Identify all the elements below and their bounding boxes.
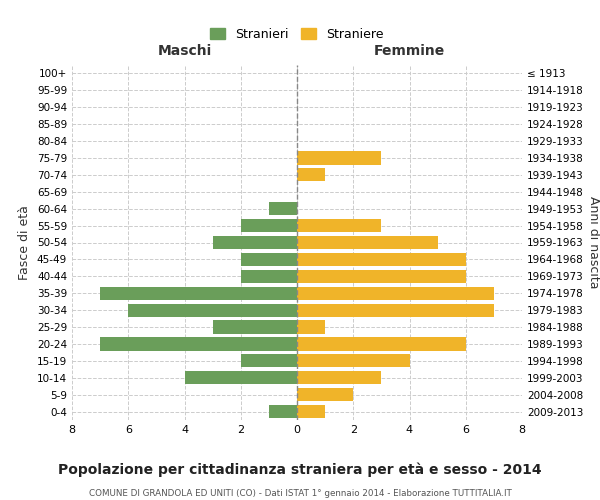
Bar — [297, 236, 437, 249]
Bar — [297, 304, 494, 316]
Y-axis label: Anni di nascita: Anni di nascita — [587, 196, 600, 289]
Text: Maschi: Maschi — [157, 44, 212, 58]
Bar — [269, 202, 297, 215]
Text: Femmine: Femmine — [374, 44, 445, 58]
Bar — [297, 371, 382, 384]
Bar — [297, 219, 382, 232]
Bar — [241, 270, 297, 283]
Bar — [297, 270, 466, 283]
Y-axis label: Fasce di età: Fasce di età — [19, 205, 31, 280]
Bar — [297, 354, 409, 368]
Legend: Stranieri, Straniere: Stranieri, Straniere — [204, 22, 390, 47]
Bar — [241, 354, 297, 368]
Bar — [128, 304, 297, 316]
Bar — [297, 168, 325, 181]
Bar — [269, 405, 297, 418]
Bar — [297, 405, 325, 418]
Bar — [297, 152, 382, 164]
Bar — [297, 320, 325, 334]
Bar — [297, 253, 466, 266]
Bar — [297, 286, 494, 300]
Bar — [241, 219, 297, 232]
Bar — [297, 338, 466, 350]
Text: COMUNE DI GRANDOLA ED UNITI (CO) - Dati ISTAT 1° gennaio 2014 - Elaborazione TUT: COMUNE DI GRANDOLA ED UNITI (CO) - Dati … — [89, 489, 511, 498]
Bar — [185, 371, 297, 384]
Bar — [297, 388, 353, 401]
Bar — [100, 286, 297, 300]
Bar — [241, 253, 297, 266]
Bar — [212, 236, 297, 249]
Bar — [100, 338, 297, 350]
Text: Popolazione per cittadinanza straniera per età e sesso - 2014: Popolazione per cittadinanza straniera p… — [58, 462, 542, 477]
Bar — [212, 320, 297, 334]
